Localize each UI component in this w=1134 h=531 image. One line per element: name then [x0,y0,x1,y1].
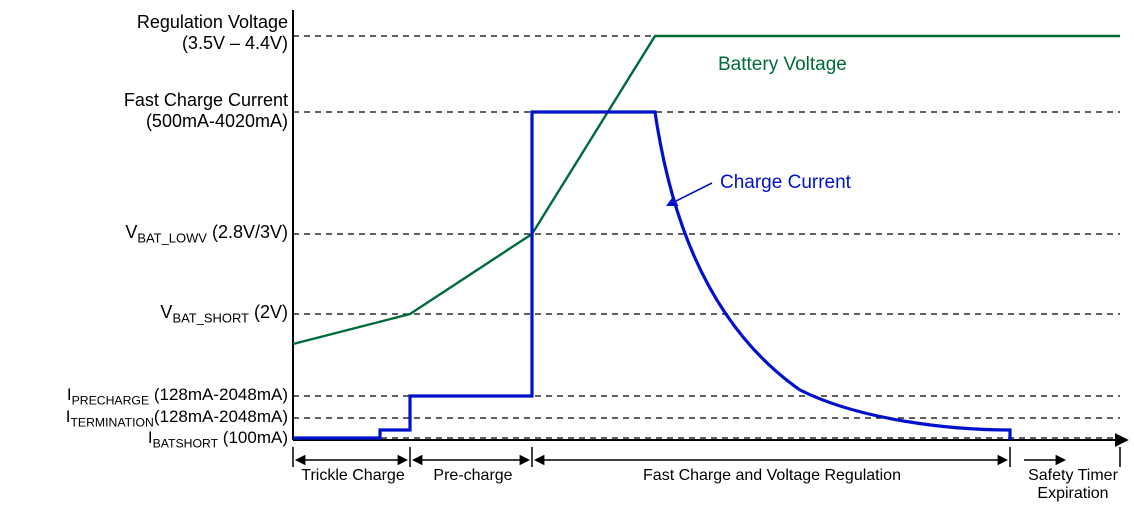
ylabel-vbat-short: VBAT_SHORT (2V) [160,302,288,326]
label-charge-current: Charge Current [720,172,851,194]
ylabel-vbat-lowv: VBAT_LOWV (2.8V/3V) [125,222,288,246]
ylabel-ibatshort: IBATSHORT (100mA) [148,428,288,450]
label-battery-voltage: Battery Voltage [718,54,847,76]
xlabel-fast: Fast Charge and Voltage Regulation [536,467,1008,485]
ylabel-iprecharge: IPRECHARGE (128mA-2048mA) [67,385,288,407]
chart-svg [0,0,1134,531]
charging-profile-chart: Regulation Voltage (3.5V – 4.4V) Fast Ch… [0,0,1134,531]
ylabel-fast-charge-current: Fast Charge Current (500mA-4020mA) [124,90,288,131]
xlabel-safety-timer: Safety Timer Expiration [1012,467,1134,502]
xlabel-trickle: Trickle Charge [296,467,410,485]
ylabel-reg-voltage: Regulation Voltage (3.5V – 4.4V) [137,12,288,53]
ylabel-itermination: ITERMINATION(128mA-2048mA) [66,407,288,429]
xlabel-precharge: Pre-charge [414,467,532,485]
